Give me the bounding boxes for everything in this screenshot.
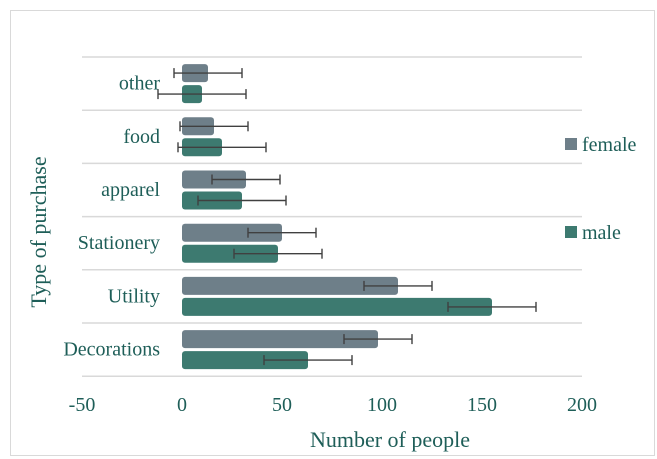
- grid-lines: [82, 56, 582, 377]
- x-axis-title: Number of people: [310, 427, 470, 452]
- chart-frame: [10, 10, 655, 456]
- female-bar: [182, 330, 378, 349]
- male-bar: [182, 297, 492, 316]
- female-bar: [182, 276, 398, 295]
- x-tick-label: 200: [567, 394, 597, 416]
- male-legend-label: male: [582, 222, 621, 244]
- category-label: Decorations: [63, 339, 160, 361]
- male-legend-swatch: [565, 226, 577, 238]
- category-label: other: [119, 73, 160, 95]
- x-tick-label: -50: [69, 394, 96, 416]
- category-label: apparel: [101, 179, 160, 201]
- category-label: food: [123, 126, 160, 148]
- female-bar: [182, 223, 282, 242]
- legend: female male: [565, 134, 637, 244]
- category-label: Utility: [108, 285, 160, 307]
- male-bar: [182, 244, 278, 263]
- x-tick-label: 100: [367, 394, 397, 416]
- bars: [182, 64, 492, 370]
- category-labels: other food apparel Stationery Utility Decorat…: [63, 73, 160, 361]
- female-legend-label: female: [582, 134, 637, 156]
- x-tick-labels: -50 0 50 100 150 200: [69, 394, 597, 416]
- x-tick-label: 150: [467, 394, 497, 416]
- category-label: Stationery: [78, 232, 160, 254]
- x-tick-label: 50: [272, 394, 292, 416]
- female-legend-swatch: [565, 138, 577, 150]
- x-tick-label: 0: [177, 394, 187, 416]
- y-axis-title: Type of purchase: [26, 156, 51, 307]
- error-bars: [157, 68, 537, 366]
- male-bar: [182, 351, 308, 370]
